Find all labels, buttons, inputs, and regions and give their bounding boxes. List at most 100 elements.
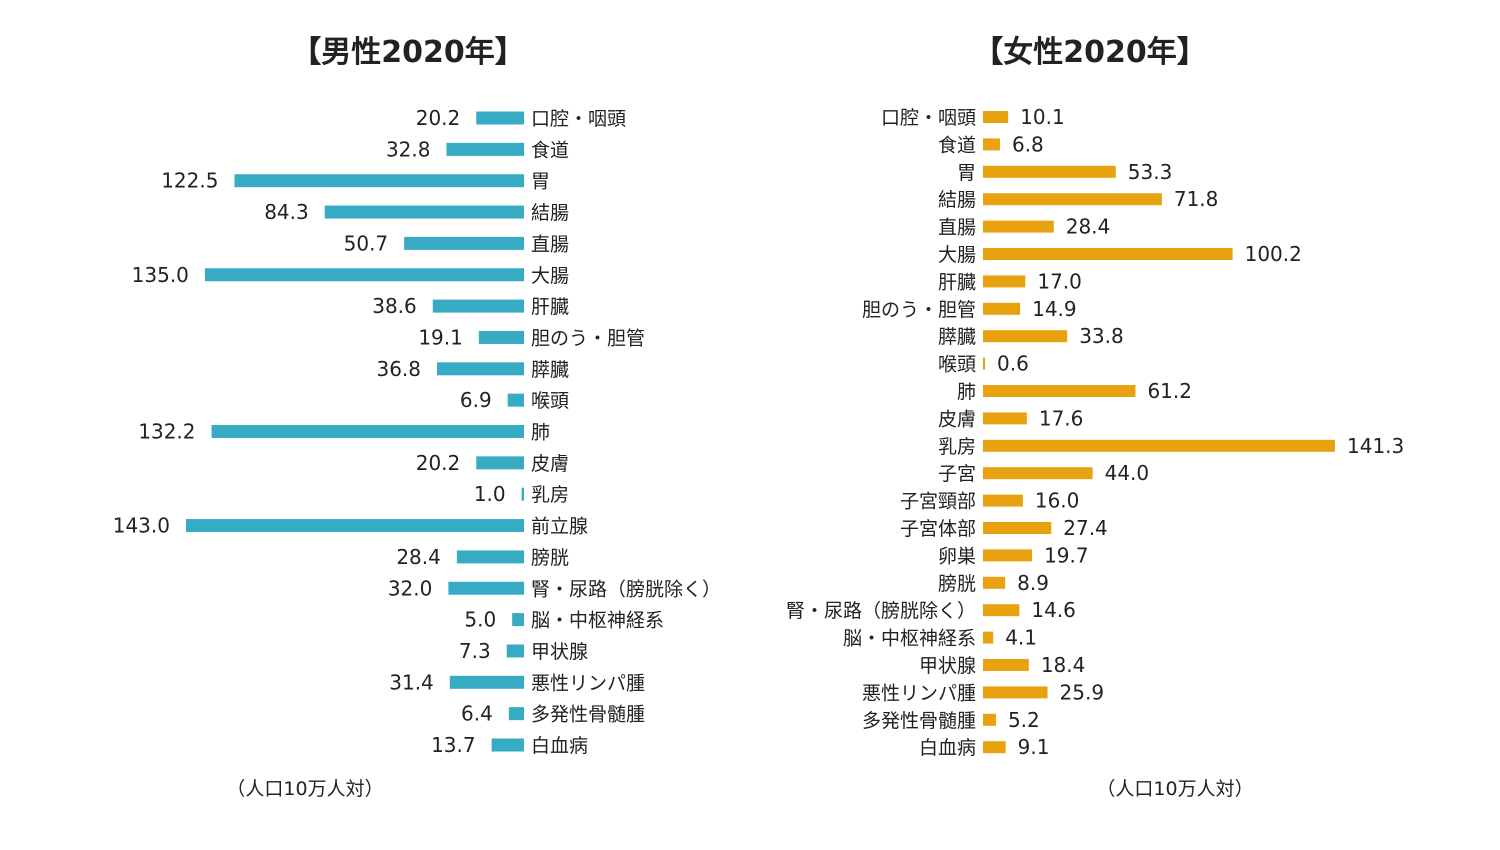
female-bar — [983, 659, 1029, 671]
male-bar — [234, 174, 525, 188]
male-category-label: 乳房 — [531, 484, 569, 506]
female-value-label: 0.6 — [997, 352, 1029, 376]
male-value-label: 132.2 — [138, 420, 195, 444]
female-bar — [983, 302, 1021, 315]
male-bar-group: 20.2 口腔・咽頭 32.8 食道 122.5 胃 84.3 結腸 50.7 直腸 135.0 大腸… — [113, 106, 721, 757]
female-value-label: 14.6 — [1031, 598, 1076, 622]
female-category-label: 子宮頸部 — [900, 491, 976, 513]
female-bar — [983, 220, 1054, 233]
female-value-label: 14.9 — [1032, 297, 1077, 321]
female-bar — [983, 165, 1116, 178]
female-bar — [983, 631, 994, 644]
female-value-label: 17.6 — [1039, 406, 1084, 430]
female-bar — [983, 248, 1233, 260]
female-value-label: 9.1 — [1018, 735, 1050, 759]
male-category-label: 結腸 — [531, 202, 569, 224]
male-bar — [508, 707, 524, 721]
male-bar — [521, 487, 524, 501]
female-category-label: 皮膚 — [938, 408, 976, 430]
female-category-label: 甲状腺 — [919, 655, 976, 677]
male-bar — [506, 644, 524, 658]
female-bar-group: 10.1 口腔・咽頭 6.8 食道 53.3 胃 71.8 結腸 28.4 直腸 100.2 大腸 17… — [786, 105, 1404, 759]
male-category-label: 腎・尿路（膀胱除く） — [531, 578, 721, 600]
female-value-label: 71.8 — [1174, 187, 1219, 211]
female-bar — [983, 385, 1136, 397]
male-category-label: 多発性骨髄腫 — [531, 704, 645, 726]
male-value-label: 6.4 — [461, 702, 493, 726]
male-value-label: 20.2 — [416, 451, 461, 475]
female-category-label: 結腸 — [938, 189, 976, 211]
male-category-label: 脳・中枢神経系 — [531, 610, 664, 632]
female-value-label: 27.4 — [1063, 516, 1108, 540]
female-bar — [983, 686, 1048, 699]
female-value-label: 8.9 — [1017, 571, 1049, 595]
male-bar — [432, 299, 524, 313]
male-value-label: 32.0 — [388, 576, 433, 600]
female-category-label: 直腸 — [938, 217, 976, 239]
male-category-label: 悪性リンパ腫 — [531, 672, 645, 694]
male-category-label: 白血病 — [531, 735, 588, 757]
male-value-label: 32.8 — [386, 137, 431, 161]
female-bar — [983, 604, 1020, 617]
female-value-label: 44.0 — [1105, 461, 1150, 485]
male-bar — [404, 236, 524, 250]
female-value-label: 4.1 — [1005, 626, 1037, 650]
female-bar — [983, 741, 1006, 754]
male-value-label: 36.8 — [376, 357, 421, 381]
female-value-label: 53.3 — [1128, 160, 1173, 184]
male-bar — [476, 456, 524, 470]
male-value-label: 6.9 — [460, 388, 492, 412]
female-bar — [983, 357, 985, 370]
female-category-label: 膀胱 — [938, 573, 976, 595]
female-value-label: 17.0 — [1037, 269, 1082, 293]
female-category-label: 白血病 — [919, 737, 976, 759]
female-category-label: 肺 — [957, 381, 976, 403]
female-bar — [983, 412, 1027, 425]
male-bar — [437, 362, 524, 376]
female-category-label: 胆のう・胆管 — [862, 299, 976, 321]
female-category-label: 腎・尿路（膀胱除く） — [786, 600, 976, 622]
male-value-label: 20.2 — [416, 106, 461, 130]
male-bar — [324, 205, 524, 219]
male-category-label: 甲状腺 — [531, 641, 588, 663]
male-bar — [478, 330, 524, 344]
female-category-label: 多発性骨髄腫 — [862, 710, 976, 732]
male-value-label: 50.7 — [344, 231, 389, 255]
female-category-label: 胃 — [957, 162, 976, 184]
female-bar — [983, 713, 996, 726]
male-bar — [456, 550, 524, 564]
male-bar — [448, 581, 524, 595]
male-category-label: 直腸 — [531, 233, 569, 255]
female-bar — [983, 439, 1335, 452]
female-value-label: 16.0 — [1035, 489, 1080, 513]
male-category-label: 膵臓 — [531, 359, 569, 381]
male-category-label: 胃 — [531, 171, 550, 193]
female-value-label: 18.4 — [1041, 653, 1086, 677]
female-category-label: 膵臓 — [938, 326, 976, 348]
female-category-label: 口腔・咽頭 — [881, 107, 976, 129]
male-category-label: 大腸 — [531, 265, 569, 287]
male-value-label: 38.6 — [372, 294, 417, 318]
male-category-label: 口腔・咽頭 — [531, 108, 626, 130]
female-category-label: 卵巣 — [938, 545, 976, 567]
male-category-label: 胆のう・胆管 — [531, 327, 645, 349]
male-category-label: 食道 — [531, 139, 569, 161]
female-category-label: 子宮 — [938, 463, 976, 485]
male-unit-note: （人口10万人対） — [226, 778, 383, 800]
male-category-label: 喉頭 — [531, 390, 569, 412]
female-category-label: 食道 — [938, 134, 976, 156]
female-chart-title: 【女性2020年】 — [973, 35, 1207, 70]
female-value-label: 61.2 — [1147, 379, 1192, 403]
female-value-label: 5.2 — [1008, 708, 1040, 732]
female-value-label: 100.2 — [1245, 242, 1302, 266]
male-category-label: 肝臓 — [531, 296, 569, 318]
female-bar — [983, 193, 1162, 206]
male-value-label: 31.4 — [389, 670, 434, 694]
male-category-label: 膀胱 — [531, 547, 569, 569]
male-bar — [186, 519, 524, 533]
female-value-label: 10.1 — [1020, 105, 1065, 129]
male-value-label: 143.0 — [113, 514, 170, 538]
male-value-label: 122.5 — [161, 169, 218, 193]
